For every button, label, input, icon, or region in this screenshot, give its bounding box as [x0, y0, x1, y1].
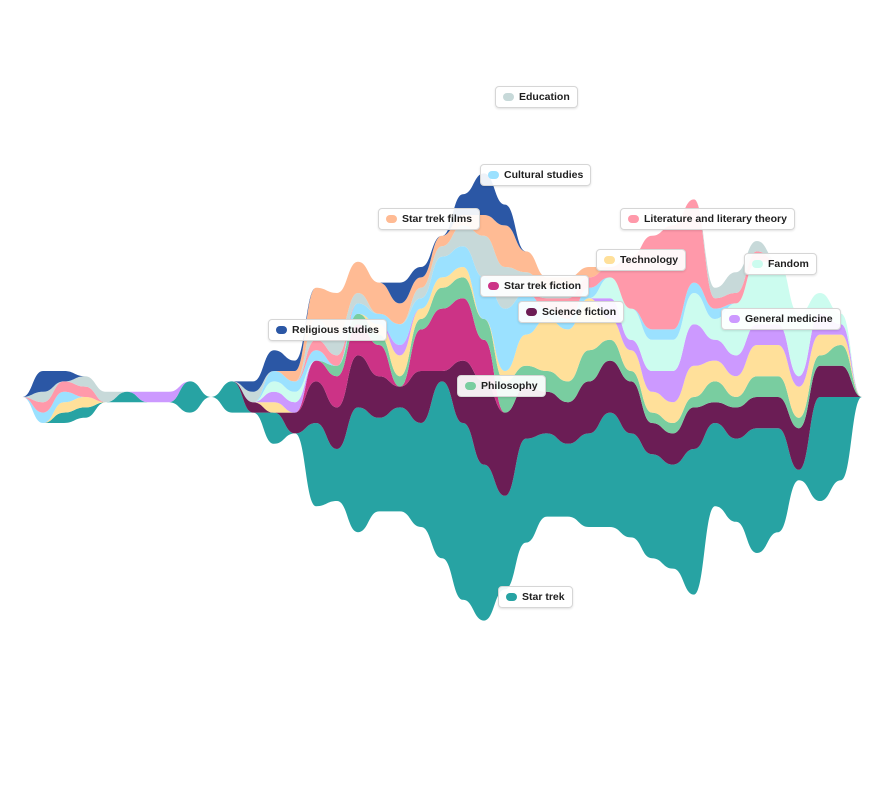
technology-label-text: Technology [620, 254, 679, 266]
stream-layer-philosophy [22, 277, 862, 434]
series-label-science-fiction: Science fiction [518, 301, 625, 323]
fandom-swatch [752, 260, 763, 268]
stream-layer-star-trek [22, 381, 862, 621]
series-label-religious-studies: Religious studies [268, 319, 387, 341]
star-trek-fiction-label-text: Star trek fiction [504, 280, 582, 292]
literature-label-text: Literature and literary theory [644, 213, 787, 225]
religious-studies-swatch [276, 326, 287, 334]
series-label-education: Education [495, 86, 578, 108]
series-label-philosophy: Philosophy [457, 375, 546, 397]
stream-layer-general-medicine [22, 267, 862, 423]
education-swatch [503, 93, 514, 101]
series-label-star-trek-fiction: Star trek fiction [480, 275, 590, 297]
series-label-star-trek-films: Star trek films [378, 208, 481, 230]
fandom-label-text: Fandom [768, 258, 809, 270]
stream-layer-fandom [22, 261, 862, 423]
star-trek-swatch [506, 593, 517, 601]
stream-layer-star-trek-films [22, 199, 862, 397]
philosophy-label-text: Philosophy [481, 380, 538, 392]
series-label-cultural-studies: Cultural studies [480, 164, 592, 186]
cultural-studies-label-text: Cultural studies [504, 169, 584, 181]
star-trek-label-text: Star trek [522, 591, 565, 603]
series-label-star-trek: Star trek [498, 586, 573, 608]
series-label-literature: Literature and literary theory [620, 208, 795, 230]
philosophy-swatch [465, 382, 476, 390]
series-label-general-medicine: General medicine [721, 308, 841, 330]
star-trek-films-label-text: Star trek films [402, 213, 473, 225]
series-label-fandom: Fandom [744, 253, 817, 275]
stream-layers [22, 173, 862, 621]
cultural-studies-swatch [488, 171, 499, 179]
stream-layer-science-fiction [22, 355, 862, 496]
technology-swatch [604, 256, 615, 264]
education-label-text: Education [519, 91, 570, 103]
series-label-technology: Technology [596, 249, 687, 271]
star-trek-fiction-swatch [488, 282, 499, 290]
general-medicine-label-text: General medicine [745, 313, 833, 325]
literature-swatch [628, 215, 639, 223]
religious-studies-label-text: Religious studies [292, 324, 379, 336]
science-fiction-swatch [526, 308, 537, 316]
general-medicine-swatch [729, 315, 740, 323]
science-fiction-label-text: Science fiction [542, 306, 617, 318]
star-trek-films-swatch [386, 215, 397, 223]
stream-layer-star-trek-fiction [22, 298, 862, 434]
